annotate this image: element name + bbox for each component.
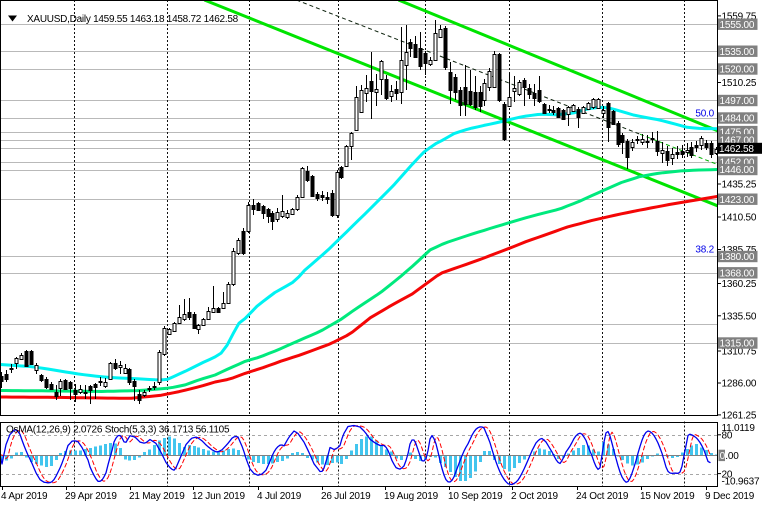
svg-text:50.0: 50.0 xyxy=(695,109,714,120)
svg-text:2 Oct 2019: 2 Oct 2019 xyxy=(511,491,559,502)
svg-text:1315.00: 1315.00 xyxy=(720,339,755,350)
svg-text:1555.00: 1555.00 xyxy=(720,20,755,31)
svg-text:1286.00: 1286.00 xyxy=(722,379,757,390)
svg-text:1467.00: 1467.00 xyxy=(720,136,755,147)
svg-text:1446.00: 1446.00 xyxy=(720,165,755,176)
svg-text:80: 80 xyxy=(722,431,733,442)
svg-text:1452.00: 1452.00 xyxy=(720,158,755,169)
svg-text:1310.75: 1310.75 xyxy=(722,347,757,358)
svg-text:1360.25: 1360.25 xyxy=(722,279,757,290)
svg-text:24 Oct 2019: 24 Oct 2019 xyxy=(576,491,629,502)
svg-text:1484.00: 1484.00 xyxy=(720,114,755,125)
svg-text:1368.00: 1368.00 xyxy=(720,269,755,280)
svg-text:20: 20 xyxy=(722,469,733,480)
svg-text:29 Apr 2019: 29 Apr 2019 xyxy=(65,491,117,502)
svg-text:1410.50: 1410.50 xyxy=(722,213,757,224)
svg-text:1462.58: 1462.58 xyxy=(719,144,754,155)
svg-text:11.0119: 11.0119 xyxy=(722,423,756,434)
svg-text:21 May 2019: 21 May 2019 xyxy=(129,491,185,502)
svg-text:1510.25: 1510.25 xyxy=(722,78,757,89)
svg-text:4 Jul 2019: 4 Jul 2019 xyxy=(257,491,302,502)
svg-text:10 Sep 2019: 10 Sep 2019 xyxy=(448,491,503,502)
svg-text:1497.00: 1497.00 xyxy=(720,96,755,107)
svg-text:XAUUSD,Daily 1459.55 1463.18: XAUUSD,Daily 1459.55 1463.18 1458.72 146… xyxy=(27,14,239,25)
svg-text:1385.75: 1385.75 xyxy=(722,245,757,256)
svg-text:1423.00: 1423.00 xyxy=(720,195,755,206)
svg-text:4 Apr 2019: 4 Apr 2019 xyxy=(1,491,48,502)
svg-text:1475.00: 1475.00 xyxy=(720,127,755,138)
svg-text:12 Jun 2019: 12 Jun 2019 xyxy=(192,491,245,502)
svg-text:38.2: 38.2 xyxy=(695,245,714,256)
svg-text:1559.75: 1559.75 xyxy=(722,12,757,23)
svg-text:26 Jul 2019: 26 Jul 2019 xyxy=(321,491,371,502)
svg-text:OsMA(12,26,9) 2.0726 Stoch(5,: OsMA(12,26,9) 2.0726 Stoch(5,3,3) 36.171… xyxy=(6,425,230,436)
svg-text:9 Dec 2019: 9 Dec 2019 xyxy=(705,491,755,502)
svg-text:1520.00: 1520.00 xyxy=(720,65,755,76)
svg-text:1261.25: 1261.25 xyxy=(722,411,757,422)
svg-text:1535.00: 1535.00 xyxy=(720,47,755,58)
svg-text:0: 0 xyxy=(720,451,726,462)
svg-text:15 Nov 2019: 15 Nov 2019 xyxy=(640,491,695,502)
svg-text:19 Aug 2019: 19 Aug 2019 xyxy=(384,491,439,502)
svg-text:1435.25: 1435.25 xyxy=(722,180,757,191)
svg-text:1380.00: 1380.00 xyxy=(720,252,755,263)
svg-text:.00: .00 xyxy=(725,451,739,462)
svg-text:-10.9637: -10.9637 xyxy=(722,477,761,488)
svg-text:1335.50: 1335.50 xyxy=(722,312,757,323)
